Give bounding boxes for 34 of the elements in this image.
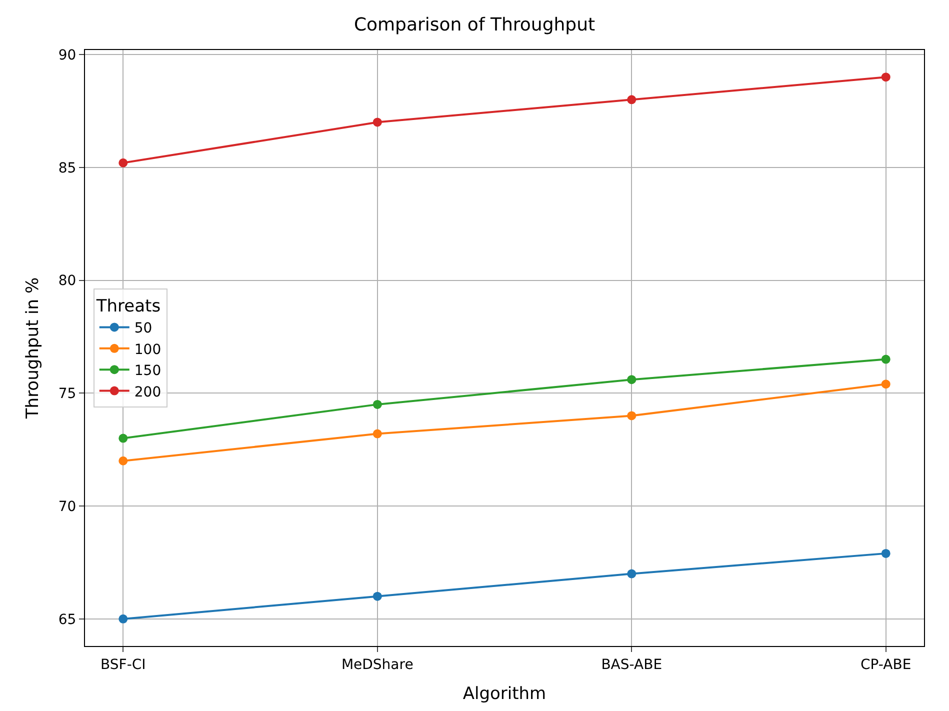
y-tick-label: 75 bbox=[58, 386, 76, 402]
point bbox=[627, 95, 636, 104]
legend-label: 100 bbox=[134, 342, 162, 358]
legend-label: 200 bbox=[134, 384, 162, 400]
legend-label: 50 bbox=[134, 320, 152, 337]
legend-title: Threats bbox=[95, 296, 161, 317]
y-tick-label: 90 bbox=[58, 47, 76, 64]
point bbox=[881, 354, 890, 364]
point bbox=[118, 614, 128, 624]
chart-title: Comparison of Throughput bbox=[354, 14, 596, 36]
x-tick-label: BSF-CI bbox=[100, 656, 146, 673]
y-tick-label: 85 bbox=[58, 160, 76, 176]
point bbox=[372, 592, 382, 601]
x-tick-label: BAS-ABE bbox=[601, 656, 662, 673]
point bbox=[881, 72, 890, 82]
point bbox=[627, 375, 636, 384]
y-tick-label: 70 bbox=[58, 498, 76, 515]
point bbox=[372, 118, 382, 127]
y-tick-label: 80 bbox=[58, 273, 76, 290]
point bbox=[627, 411, 636, 420]
point bbox=[372, 400, 382, 409]
x-tick-label: CP-ABE bbox=[860, 656, 912, 673]
x-axis-title: Algorithm bbox=[462, 684, 546, 704]
y-tick-label: 65 bbox=[58, 612, 76, 628]
legend-label: 150 bbox=[134, 363, 162, 380]
point bbox=[627, 569, 636, 578]
y-axis-title: Throughput in % bbox=[22, 277, 43, 420]
point bbox=[372, 429, 382, 438]
x-tick-label: MeDShare bbox=[341, 656, 414, 673]
point bbox=[118, 456, 128, 466]
point bbox=[118, 434, 128, 443]
point bbox=[881, 380, 890, 389]
point bbox=[118, 158, 128, 168]
point bbox=[881, 548, 890, 558]
